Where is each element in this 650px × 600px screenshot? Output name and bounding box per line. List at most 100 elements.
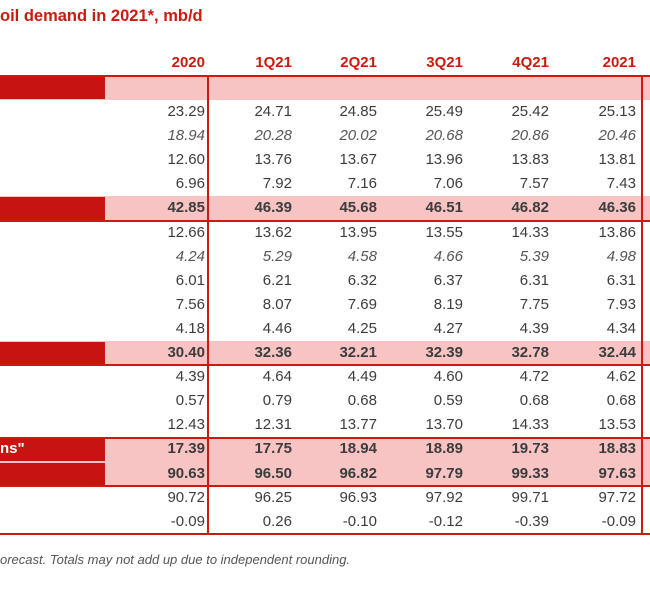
table-cell: 25.13 [598,103,636,121]
table-cell: 5.29 [262,247,292,265]
table-cell: 13.96 [425,151,463,169]
row-label-block [0,77,105,100]
table-cell: 7.56 [175,295,205,313]
table-cell: 18.89 [425,440,463,458]
table-cell: 13.70 [425,416,463,434]
horizontal-rule [0,219,650,222]
table-cell: 4.39 [519,319,549,337]
table-cell: 7.06 [433,175,463,193]
table-cell: 13.53 [598,416,636,434]
column-header: 2021 [602,54,636,71]
column-header: 1Q21 [255,54,292,71]
table-cell: 4.58 [347,247,377,265]
table-cell: 4.39 [175,368,205,386]
table-cell: 46.82 [511,199,549,217]
table-cell: 13.95 [339,223,377,241]
vertical-rule [207,76,209,534]
table-cell: 6.21 [262,271,292,289]
table-cell: 32.39 [425,344,463,362]
table-cell: 96.50 [254,464,292,482]
vertical-rule [641,76,643,534]
table-cell: 97.92 [425,488,463,506]
table-cell: 4.25 [347,319,377,337]
table-cell: 13.62 [254,223,292,241]
table-cell: 6.31 [606,271,636,289]
table-cell: 45.68 [339,199,377,217]
table-cell: 0.57 [175,392,205,410]
table-cell: 19.73 [511,440,549,458]
horizontal-rule [0,75,650,77]
column-header: 3Q21 [426,54,463,71]
table-cell: 4.66 [433,247,463,265]
table-cell: 90.63 [167,464,205,482]
table-cell: 12.31 [254,416,292,434]
horizontal-rule [0,532,650,535]
table-cell: 12.66 [167,223,205,241]
table-cell: 7.16 [347,175,377,193]
table-cell: 13.77 [339,416,377,434]
table-cell: 4.34 [606,319,636,337]
table-row: 4.24 5.29 4.58 4.66 5.39 4.98 [0,245,650,269]
horizontal-rule [0,364,650,367]
table-cell: 99.33 [511,464,549,482]
table-cell: 0.68 [606,392,636,410]
table-cell: 23.29 [167,103,205,121]
table-cell: 13.76 [254,151,292,169]
table-cell: 20.68 [425,127,463,145]
table-row: 4.39 4.64 4.49 4.60 4.72 4.62 [0,365,650,389]
table-row: 23.29 24.71 24.85 25.49 25.42 25.13 [0,100,650,124]
table-cell: 18.94 [339,440,377,458]
table-footnote: orecast. Totals may not add up due to in… [0,552,351,567]
table-cell: 20.02 [339,127,377,145]
table-cell: 7.93 [606,295,636,313]
table-cell: 13.67 [339,151,377,169]
table-cell: 17.75 [254,440,292,458]
table-cell: 4.27 [433,319,463,337]
table-cell: 4.64 [262,368,292,386]
column-header: 4Q21 [512,54,549,71]
table-cell: 4.24 [175,247,205,265]
table-cell: 13.81 [598,151,636,169]
table-cell: 24.71 [254,103,292,121]
table-cell: 20.28 [254,127,292,145]
table-cell: 32.36 [254,344,292,362]
table-total-row: 90.63 96.50 96.82 97.79 99.33 97.63 [0,461,650,486]
row-label-block [0,438,105,461]
table-row: 12.66 13.62 13.95 13.55 14.33 13.86 [0,221,650,245]
table-cell: 42.85 [167,199,205,217]
table-cell: 46.51 [425,199,463,217]
table-cell: 13.86 [598,223,636,241]
table-cell: 4.46 [262,319,292,337]
table-cell: 24.85 [339,103,377,121]
table-row: 6.96 7.92 7.16 7.06 7.57 7.43 [0,172,650,196]
table-cell: 32.44 [598,344,636,362]
table-row: 4.18 4.46 4.25 4.27 4.39 4.34 [0,317,650,341]
table-cell: 20.46 [598,127,636,145]
table-cell: 99.71 [511,488,549,506]
table-cell: 0.59 [433,392,463,410]
table-cell: 6.96 [175,175,205,193]
table-cell: 4.49 [347,368,377,386]
table-cell: 12.43 [167,416,205,434]
table-cell: 0.68 [347,392,377,410]
row-label-block [0,197,105,220]
table-cell: 0.68 [519,392,549,410]
table-cell: 97.63 [598,464,636,482]
table-cell: 13.83 [511,151,549,169]
table-section-row [0,76,650,101]
table-cell: 12.60 [167,151,205,169]
row-label: ns" [0,440,25,458]
table-cell: 96.93 [339,488,377,506]
column-header: 2020 [171,54,205,71]
table-row: 12.60 13.76 13.67 13.96 13.83 13.81 [0,148,650,172]
table-cell: -0.39 [514,512,549,530]
table-cell: 96.25 [254,488,292,506]
table-cell: 14.33 [511,223,549,241]
table-cell: 7.75 [519,295,549,313]
table-row: 6.01 6.21 6.32 6.37 6.31 6.31 [0,269,650,293]
table-cell: 6.32 [347,271,377,289]
table-cell: 7.43 [606,175,636,193]
table-cell: 20.86 [511,127,549,145]
table-cell: 97.72 [598,488,636,506]
table-cell: 14.33 [511,416,549,434]
